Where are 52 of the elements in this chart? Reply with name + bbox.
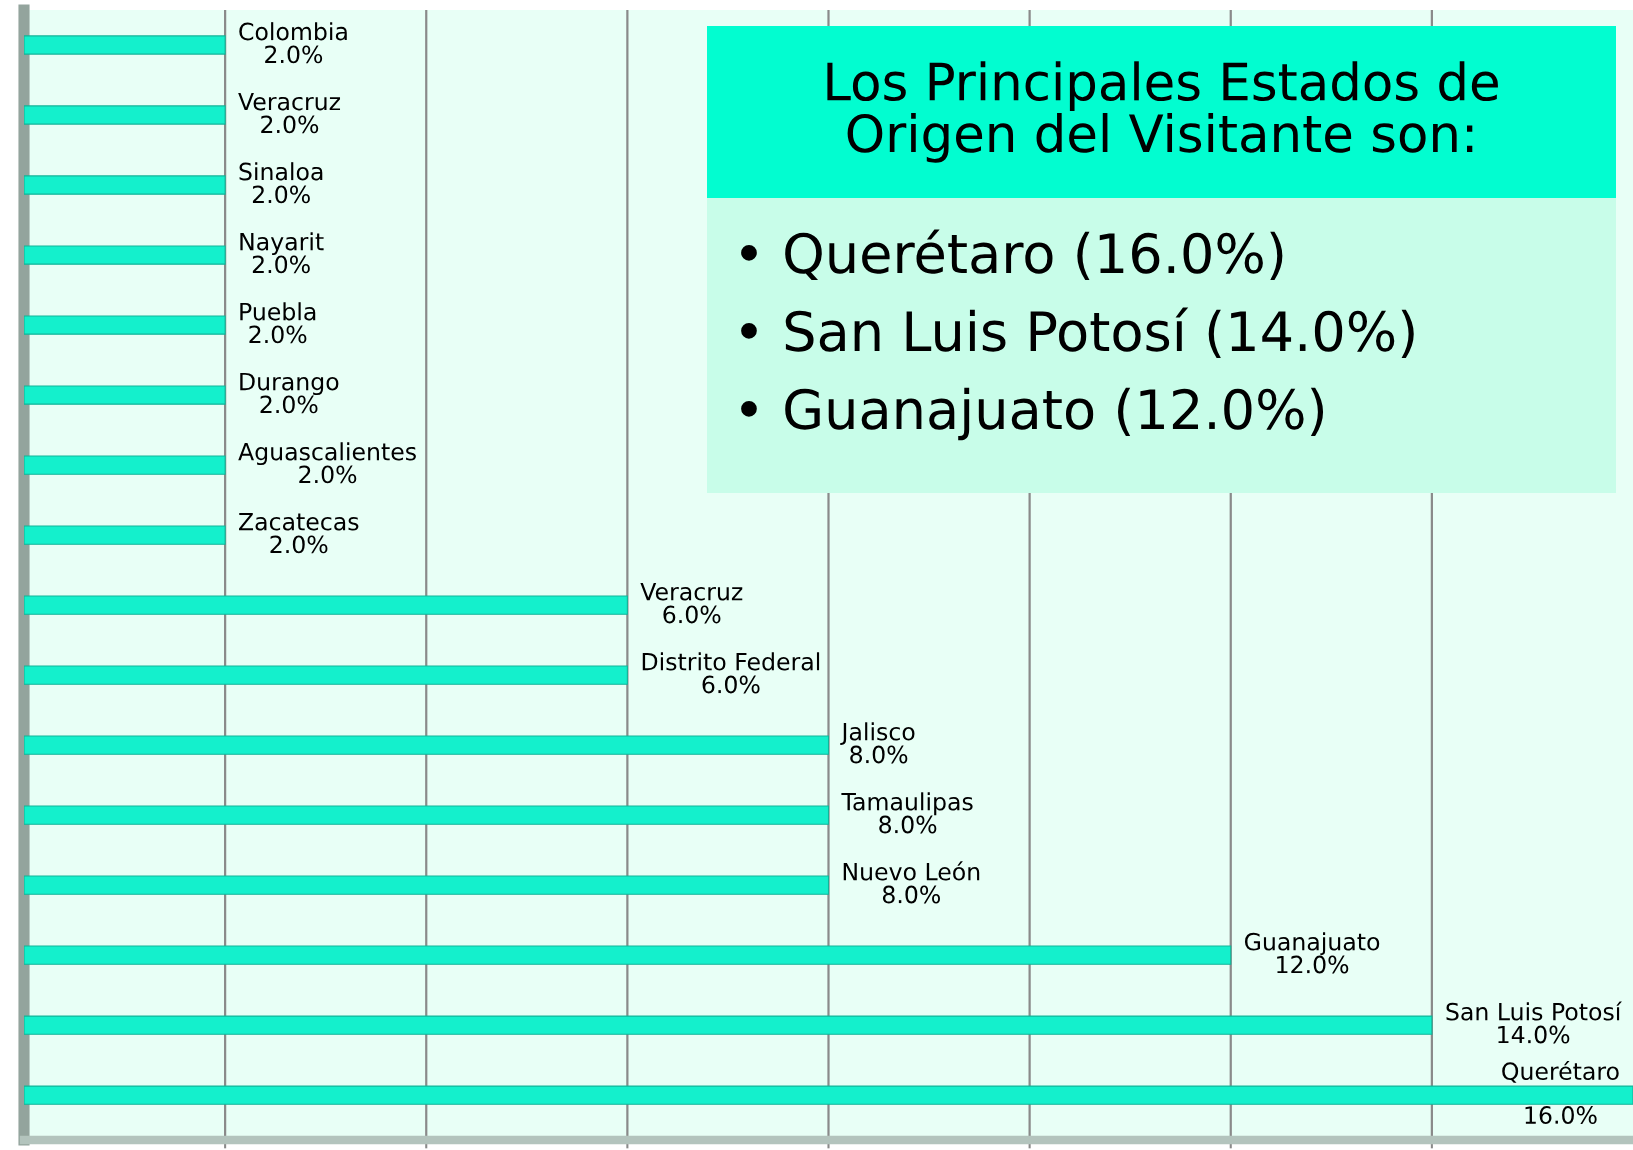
data-label: 2.0%	[252, 185, 310, 204]
bar	[24, 595, 628, 615]
data-label: 8.0%	[882, 885, 940, 904]
annotation: • Guanajuato (12.0%)	[741, 387, 1324, 441]
y-tick-label: Aguascalientes	[238, 442, 416, 466]
data-label: 16.0%	[1525, 1106, 1597, 1124]
bar	[24, 1015, 1433, 1035]
data-label: 2.0%	[265, 45, 323, 64]
y-tick-label: Durango	[240, 372, 339, 396]
annotation: • Querétaro (16.0%)	[741, 229, 1283, 281]
data-label: 8.0%	[879, 815, 937, 834]
text: Los Principales Estados de Origen del Visitante son:	[827, 61, 1498, 163]
y-tick-label: Tamaulipas	[841, 792, 973, 816]
bar	[24, 665, 628, 685]
y-tick-label: Jalisco	[840, 722, 915, 745]
annotation: • San Luis Potosí (14.0%)	[741, 307, 1414, 359]
y-tick-label: Colombia	[239, 22, 347, 41]
data-label: 2.0%	[260, 395, 318, 414]
data-label: 8.0%	[850, 745, 908, 764]
y-tick-label: Nuevo León	[843, 861, 980, 881]
y-tick-label: Veracruz	[238, 92, 341, 111]
y-tick-label: Sinaloa	[239, 162, 323, 181]
y-tick-label: Querétaro	[1502, 1060, 1619, 1083]
bar	[24, 175, 226, 195]
data-label: 14.0%	[1498, 1025, 1570, 1044]
y-tick-label: Nayarit	[240, 232, 324, 256]
bar	[24, 245, 226, 265]
bar	[24, 735, 830, 755]
data-label: 2.0%	[270, 535, 328, 554]
y-tick-label: Zacatecas	[238, 512, 359, 531]
y-tick-label: San Luis Potosí	[1446, 1001, 1622, 1021]
data-label: 6.0%	[663, 605, 721, 624]
bar	[24, 455, 226, 475]
data-label: 2.0%	[299, 465, 357, 484]
bar	[24, 315, 226, 335]
bar	[24, 875, 830, 895]
data-label: 2.0%	[261, 115, 319, 134]
bar	[24, 105, 226, 125]
y-tick-label: Distrito Federal	[642, 652, 820, 671]
bar	[24, 525, 226, 545]
bar	[24, 945, 1232, 965]
y-tick-label: Puebla	[240, 302, 316, 321]
data-label: 2.0%	[249, 325, 307, 344]
bar	[24, 1085, 1633, 1105]
y-tick-label: Veracruz	[640, 582, 743, 601]
data-label: 6.0%	[702, 675, 760, 694]
bar	[24, 385, 226, 405]
data-label: 12.0%	[1277, 955, 1349, 974]
y-tick-label: Guanajuato	[1244, 932, 1380, 956]
data-label: 2.0%	[252, 255, 310, 274]
bar	[24, 35, 226, 55]
bar	[24, 805, 830, 825]
